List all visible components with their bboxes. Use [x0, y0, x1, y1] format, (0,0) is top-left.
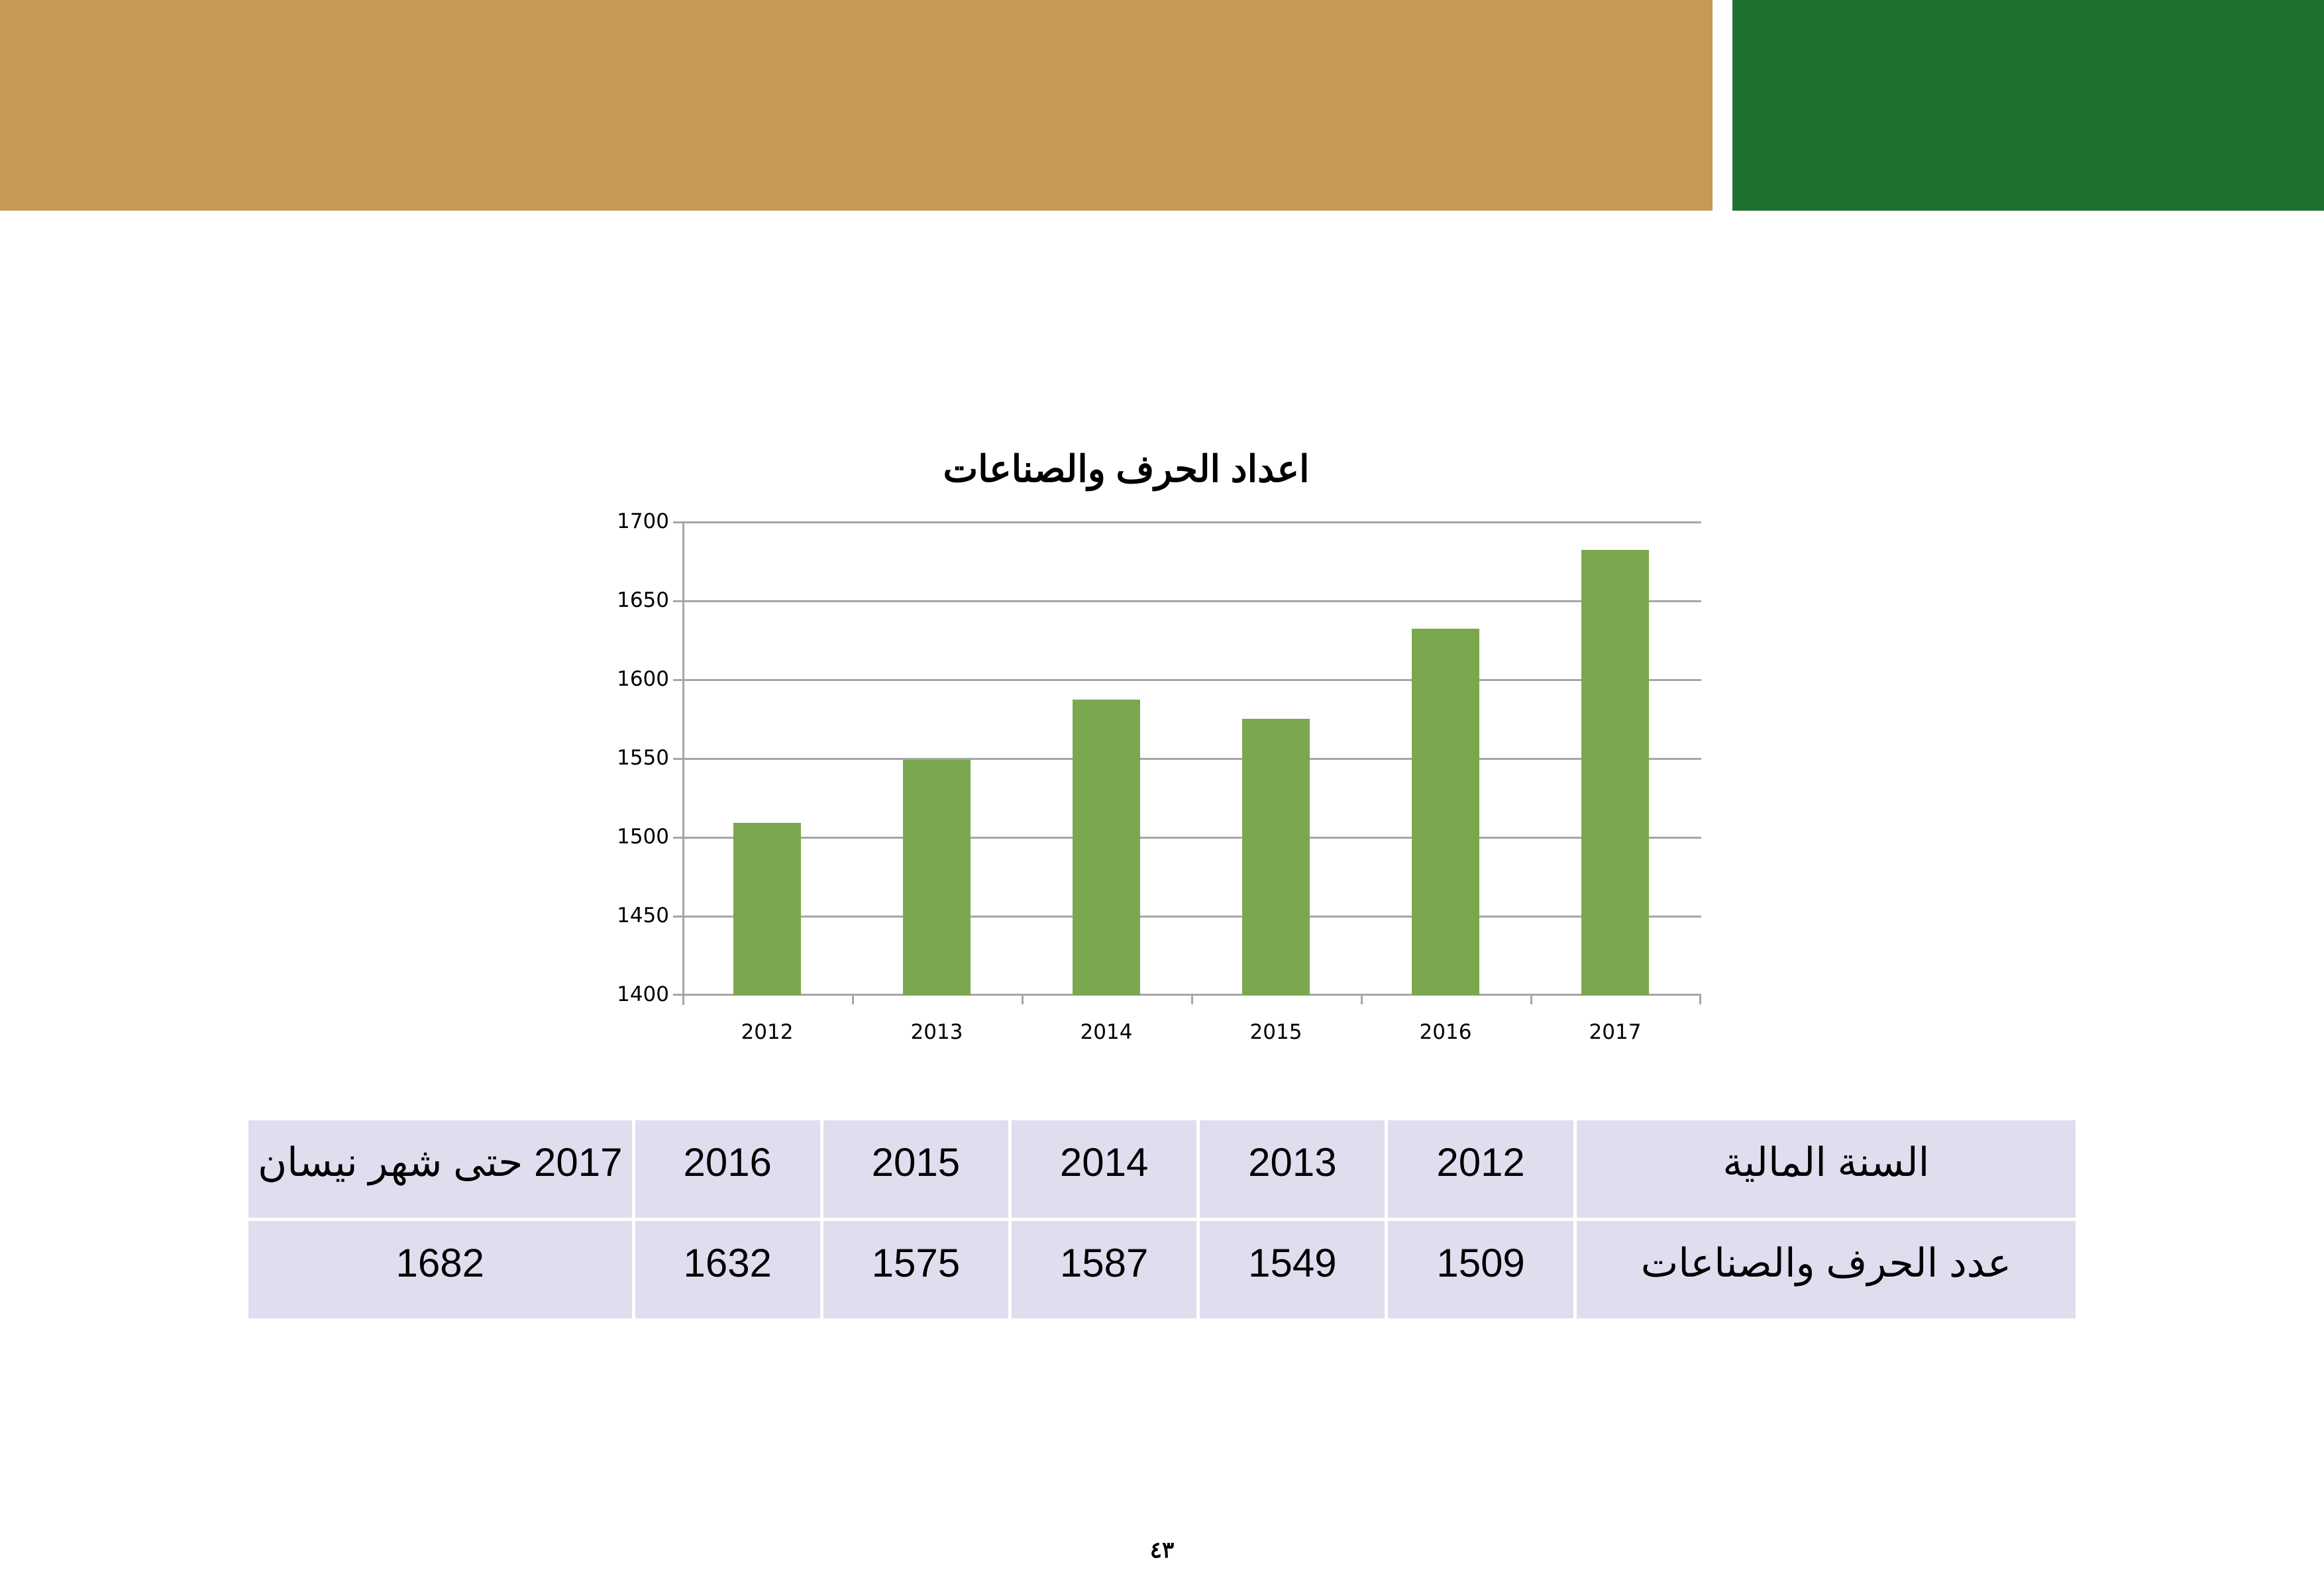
bar-2017 — [1581, 549, 1649, 995]
y-tick-label: 1650 — [617, 588, 669, 612]
table-cell: 2013 — [1200, 1120, 1385, 1218]
y-tick-label: 1500 — [617, 825, 669, 849]
bar-2012 — [733, 823, 801, 995]
x-tick-mark — [1022, 995, 1024, 1004]
gridline-1450 — [673, 916, 1701, 918]
x-tick-mark — [1699, 995, 1701, 1004]
row-label: السنة المالية — [1576, 1120, 2076, 1218]
header-band-gold — [0, 0, 1713, 211]
page-number: ٤٣ — [1149, 1538, 1175, 1563]
table-cell: 1682 — [248, 1221, 632, 1318]
chart-plot-area: 1700 1650 1600 1550 1500 1450 1400 — [617, 509, 1701, 1006]
x-tick-label: 2016 — [1419, 1020, 1472, 1044]
table-cell: 1549 — [1200, 1221, 1385, 1318]
bar-2016 — [1412, 629, 1479, 995]
bar-2014 — [1073, 700, 1140, 995]
x-tick-label: 2012 — [741, 1020, 794, 1044]
x-tick-mark — [1361, 995, 1363, 1004]
table-cell: 2016 — [635, 1120, 820, 1218]
table-row-fiscal-year: السنة المالية 2012 2013 2014 2015 2016 2… — [248, 1120, 2076, 1218]
table-cell: 1587 — [1012, 1221, 1197, 1318]
chart-title: اعداد الحرف والصناعات — [943, 448, 1310, 490]
y-tick-label: 1600 — [617, 667, 669, 691]
x-tick-label: 2014 — [1080, 1020, 1133, 1044]
x-tick-mark — [1191, 995, 1193, 1004]
gridline-1650 — [673, 600, 1701, 602]
x-tick-mark — [1530, 995, 1532, 1004]
table-cell: 1632 — [635, 1221, 820, 1318]
x-tick-label: 2017 — [1589, 1020, 1642, 1044]
gridline-1500 — [673, 837, 1701, 839]
gridline-1550 — [673, 758, 1701, 760]
y-tick-label: 1550 — [617, 746, 669, 770]
table-cell: 1509 — [1388, 1221, 1573, 1318]
gridline-1700 — [673, 521, 1701, 523]
table-cell: 1575 — [823, 1221, 1009, 1318]
y-tick-label: 1450 — [617, 904, 669, 927]
x-tick-label: 2013 — [910, 1020, 963, 1044]
table-row-crafts-count: عدد الحرف والصناعات 1509 1549 1587 1575 … — [248, 1221, 2076, 1318]
table-cell: 2015 — [823, 1120, 1009, 1218]
y-axis — [682, 521, 684, 1005]
y-tick-label: 1700 — [617, 509, 669, 533]
gridline-1600 — [673, 679, 1701, 681]
x-tick-mark — [852, 995, 854, 1004]
header-band-green — [1732, 0, 2324, 211]
row-label: عدد الحرف والصناعات — [1576, 1221, 2076, 1318]
x-axis — [673, 994, 1701, 996]
bar-2015 — [1242, 718, 1310, 995]
table-cell: 2014 — [1012, 1120, 1197, 1218]
table-cell: 2017 حتى شهر نيسان — [248, 1120, 632, 1218]
table-cell: 2012 — [1388, 1120, 1573, 1218]
bar-2013 — [903, 759, 971, 995]
y-tick-label: 1400 — [617, 982, 669, 1006]
data-table: السنة المالية 2012 2013 2014 2015 2016 2… — [245, 1117, 2079, 1322]
x-tick-label: 2015 — [1249, 1020, 1302, 1044]
